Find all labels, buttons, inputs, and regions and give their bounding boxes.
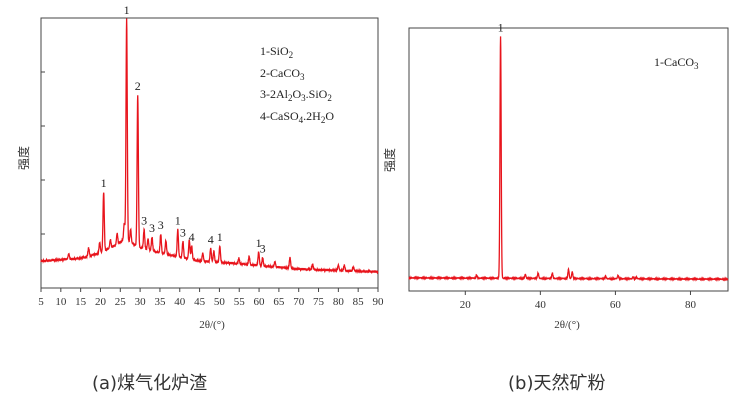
peak-label: 1 (498, 20, 504, 34)
x-tick-label: 50 (214, 296, 226, 308)
x-tick-label: 80 (685, 299, 697, 311)
x-tick-label: 20 (460, 299, 472, 311)
x-tick-label: 70 (293, 296, 305, 308)
caption-b: (b)天然矿粉 (508, 373, 606, 394)
legend-b: 1-CaCO3 (654, 55, 699, 71)
x-tick-label: 10 (55, 296, 67, 308)
peak-label: 1 (101, 176, 107, 190)
x-tick-label: 90 (373, 296, 385, 308)
peak-label: 1 (124, 3, 130, 17)
peak-label: 3 (149, 221, 155, 235)
x-tick-label: 5 (38, 296, 44, 308)
x-tick-label: 85 (353, 296, 365, 308)
peak-label: 4 (189, 230, 195, 244)
x-tick-label: 20 (95, 296, 107, 308)
x-axis-label-b: 2θ/(°) (554, 319, 580, 331)
x-tick-label: 25 (115, 296, 127, 308)
series-line-b (408, 36, 729, 282)
x-tick-label: 45 (194, 296, 206, 308)
y-axis-label-b: 强度 (382, 148, 397, 172)
x-tick-label: 40 (174, 296, 186, 308)
x-tick-label: 60 (610, 299, 622, 311)
y-ticks-a (41, 71, 45, 235)
x-tick-label: 55 (234, 296, 246, 308)
chart-b: 20 40 60 80 1 1-CaCO3 强度 2θ/(°) (382, 20, 729, 331)
x-ticks-a: 5 10 15 20 25 30 35 40 45 50 55 60 65 70 75 80 85 90 (38, 288, 384, 308)
x-tick-label: 65 (273, 296, 285, 308)
legend-a-item-2: 2-CaCO3 (260, 66, 305, 82)
x-tick-label: 80 (333, 296, 345, 308)
plot-frame-b (408, 27, 729, 292)
legend-a-item-4: 4-CaSO4.2H2O (260, 109, 334, 125)
peak-label: 1 (175, 214, 181, 228)
legend-b-item-1: 1-CaCO3 (654, 55, 699, 71)
x-tick-label: 75 (313, 296, 325, 308)
peak-label: 1 (256, 236, 262, 250)
peak-label: 1 (217, 230, 223, 244)
x-axis-label-a: 2θ/(°) (199, 319, 225, 331)
x-tick-label: 40 (535, 299, 547, 311)
peak-label: 2 (135, 79, 141, 93)
peak-label: 3 (180, 225, 186, 239)
x-tick-label: 35 (154, 296, 166, 308)
x-tick-label: 60 (254, 296, 266, 308)
peak-label: 3 (158, 218, 164, 232)
x-tick-label: 15 (75, 296, 87, 308)
caption-a: (a)煤气化炉渣 (92, 373, 208, 394)
peak-label: 4 (208, 232, 214, 246)
peak-label: 3 (141, 214, 147, 228)
x-ticks-b: 20 40 60 80 (460, 291, 697, 311)
peak-labels-b: 1 (498, 20, 504, 34)
chart-a: 5 10 15 20 25 30 35 40 45 50 55 60 65 70 75 80 85 90 1 1 2 3… (16, 3, 384, 331)
x-tick-label: 30 (135, 296, 147, 308)
y-axis-label-a: 强度 (16, 146, 31, 170)
plot-frame-a (40, 17, 379, 289)
peak-label: 3 (260, 242, 266, 256)
legend-a-item-1: 1-SiO2 (260, 44, 293, 60)
legend-a: 1-SiO2 2-CaCO3 3-2Al2O3.SiO2 4-CaSO4.2H2… (260, 44, 334, 125)
legend-a-item-3: 3-2Al2O3.SiO2 (260, 87, 332, 103)
series-line-a (40, 18, 379, 275)
